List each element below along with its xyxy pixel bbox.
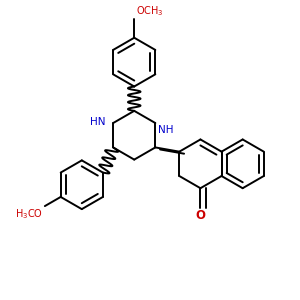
Text: O: O <box>195 209 206 222</box>
Text: OCH$_3$: OCH$_3$ <box>136 4 163 18</box>
Text: H$_3$CO: H$_3$CO <box>15 207 44 221</box>
Text: HN: HN <box>91 117 106 127</box>
Text: NH: NH <box>158 125 173 135</box>
